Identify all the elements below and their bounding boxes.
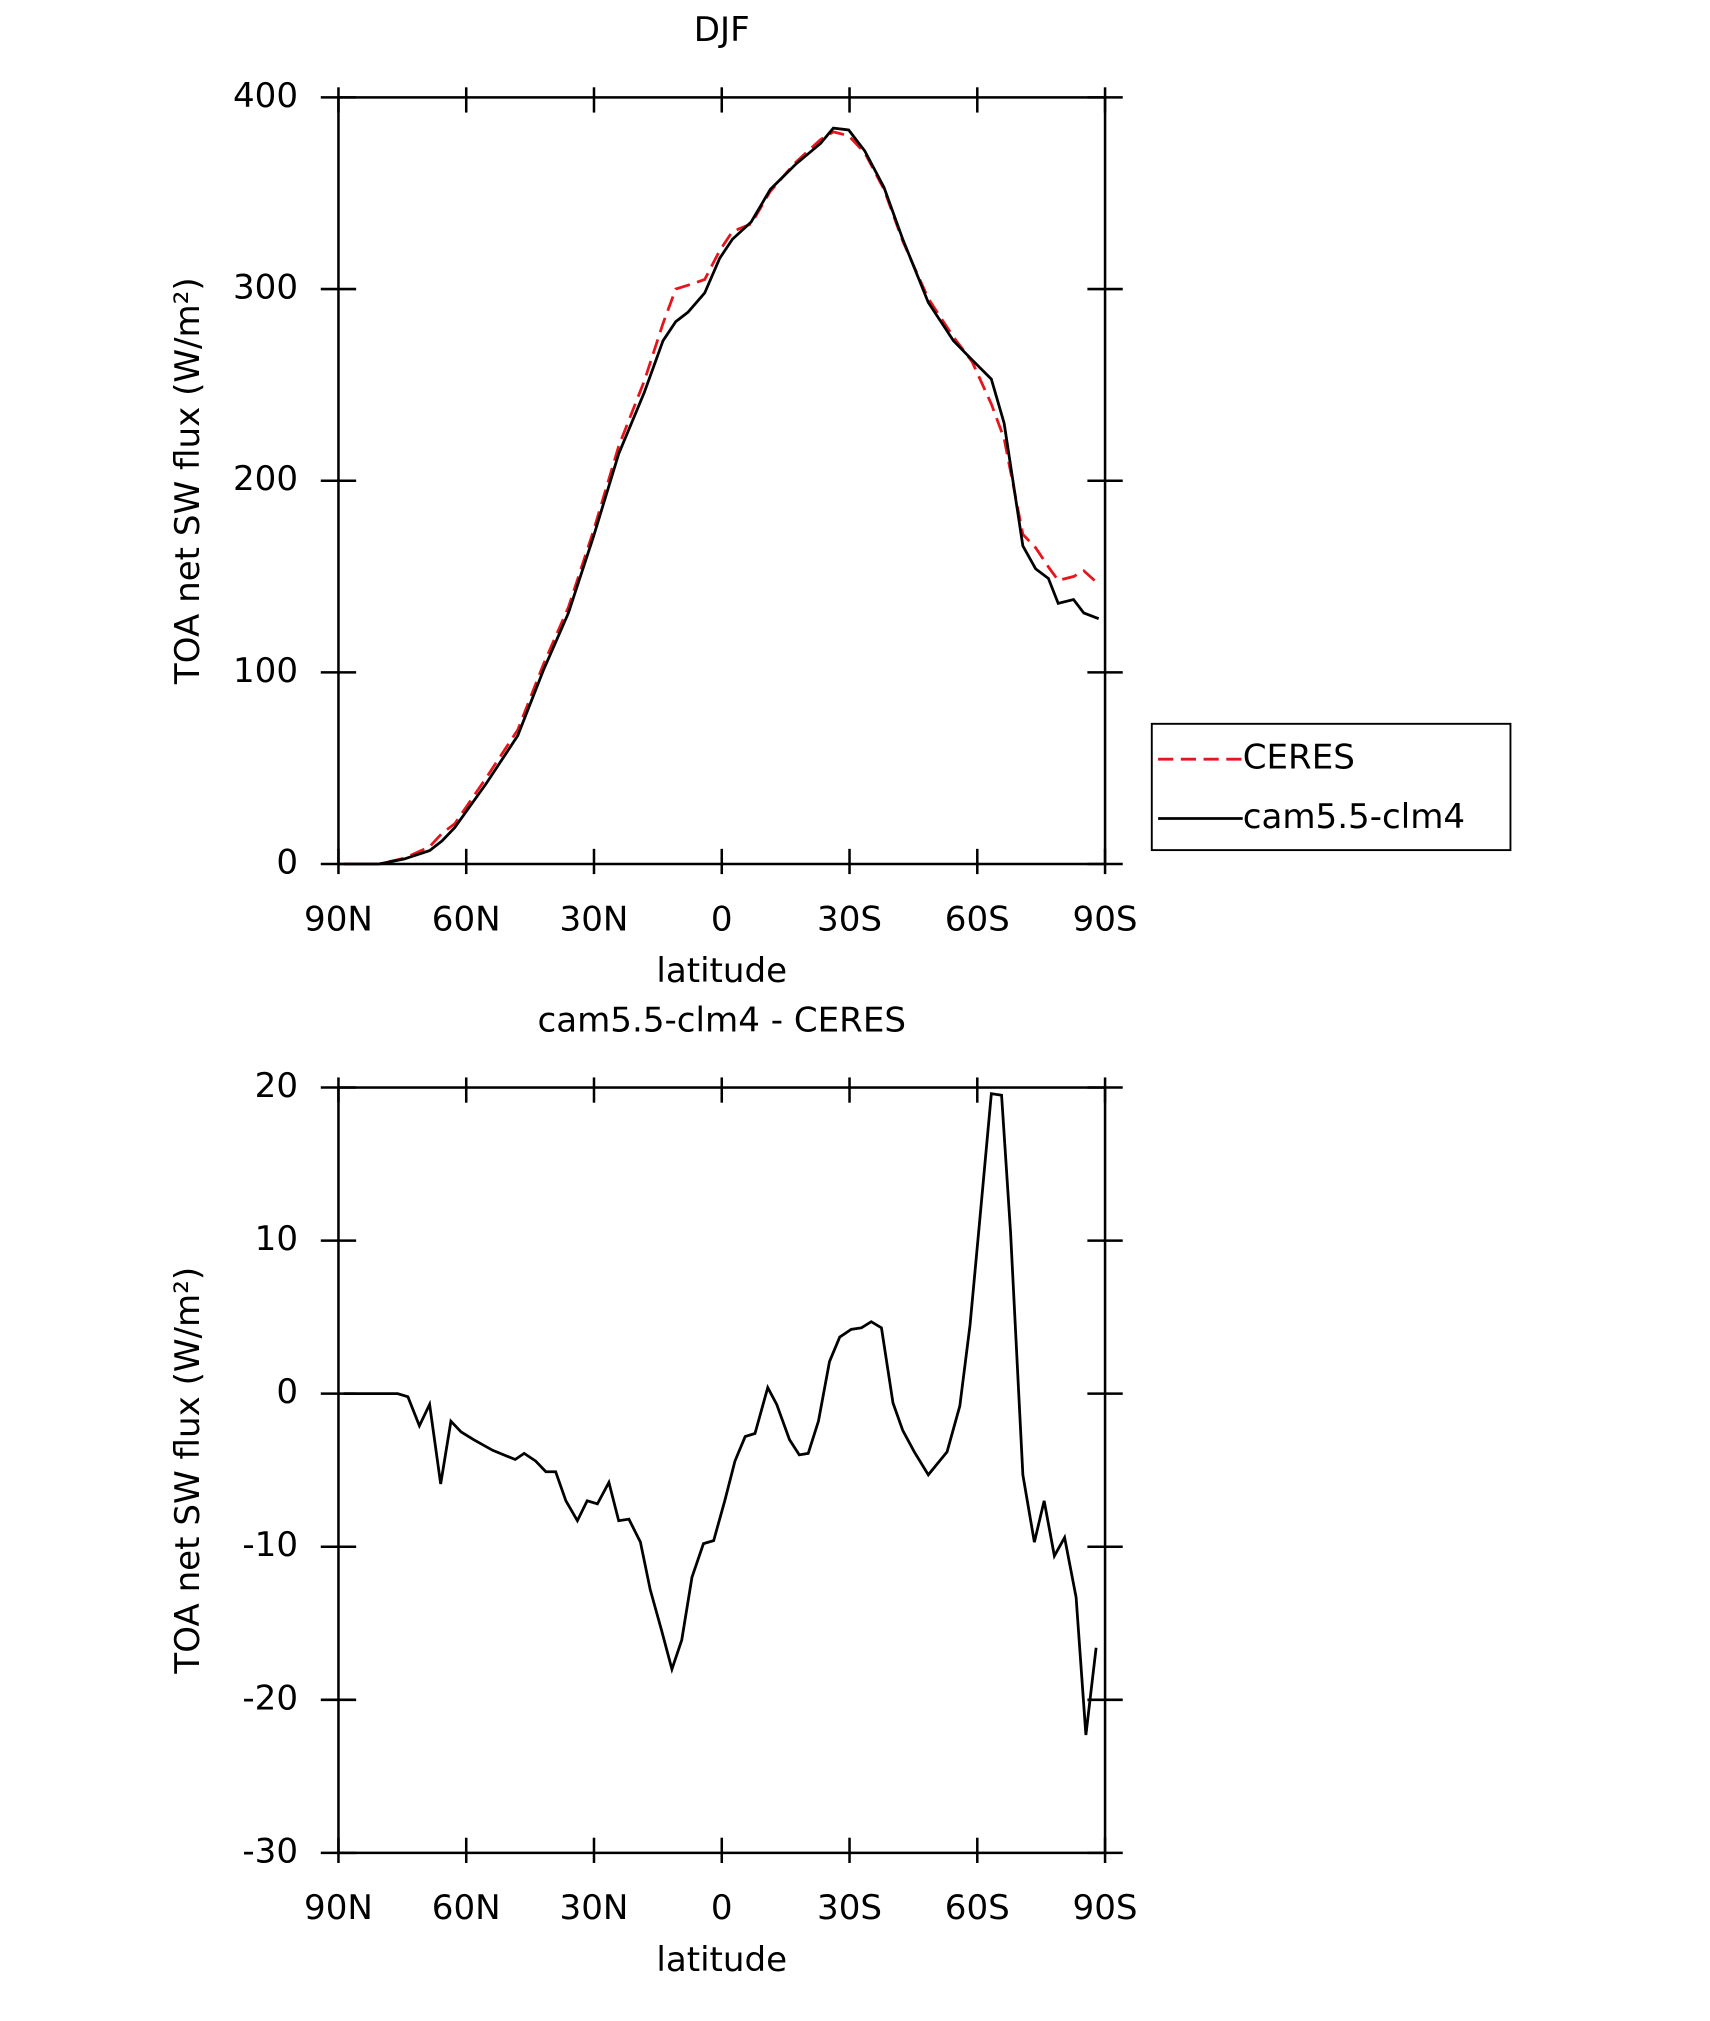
x-axis-label: latitude — [656, 951, 787, 991]
plot-frame — [337, 96, 1107, 866]
legend-label: cam5.5-clm4 — [1243, 797, 1465, 837]
y-tick-label: -30 — [242, 1831, 298, 1871]
plot-frame — [337, 1086, 1107, 1855]
x-tick-label: 90N — [304, 899, 373, 939]
x-tick-label: 0 — [711, 1888, 733, 1928]
y-tick-label: 10 — [255, 1219, 298, 1259]
series-line — [343, 126, 1100, 866]
x-tick-label: 60S — [945, 899, 1010, 939]
y-tick-label: 400 — [233, 76, 298, 116]
y-tick-label: 200 — [233, 459, 298, 499]
y-axis-label: TOA net SW flux (W/m²) — [168, 277, 208, 685]
y-tick-label: -10 — [242, 1525, 298, 1565]
x-tick-label: 90S — [1073, 1888, 1138, 1928]
x-tick-label: 0 — [711, 899, 733, 939]
y-tick-label: 0 — [276, 1372, 298, 1412]
x-tick-label: 30S — [817, 899, 882, 939]
x-tick-label: 60N — [432, 899, 501, 939]
x-tick-label: 30S — [817, 1888, 882, 1928]
chart-title: cam5.5-clm4 - CERES — [537, 1000, 906, 1040]
legend-label: CERES — [1243, 738, 1355, 778]
y-tick-label: 20 — [255, 1066, 298, 1106]
y-tick-label: -20 — [242, 1678, 298, 1718]
y-tick-label: 0 — [276, 843, 298, 883]
y-axis-label: TOA net SW flux (W/m²) — [168, 1267, 208, 1675]
x-tick-label: 60S — [945, 1888, 1010, 1928]
y-tick-label: 300 — [233, 268, 298, 308]
x-axis-label: latitude — [656, 1940, 787, 1980]
x-tick-label: 60N — [432, 1888, 501, 1928]
series-line — [343, 130, 1100, 866]
series-line — [343, 1092, 1098, 1736]
x-tick-label: 30N — [560, 899, 629, 939]
legend-box — [1150, 722, 1512, 852]
x-tick-label: 30N — [560, 1888, 629, 1928]
chart-title: DJF — [694, 10, 750, 50]
x-tick-label: 90S — [1073, 899, 1138, 939]
x-tick-label: 90N — [304, 1888, 373, 1928]
y-tick-label: 100 — [233, 651, 298, 691]
